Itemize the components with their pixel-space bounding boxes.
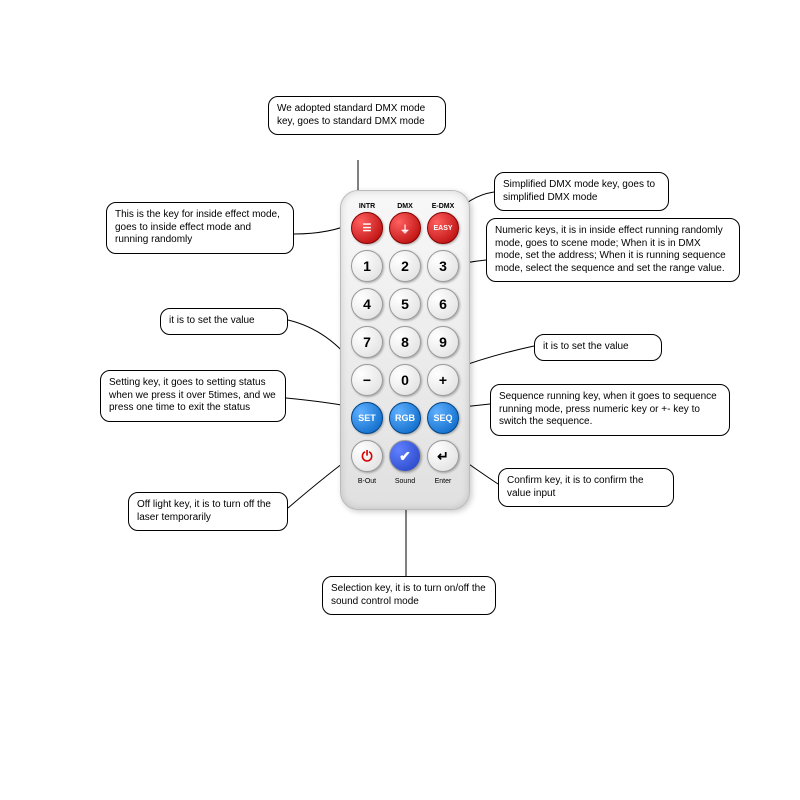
callout-numeric-text: Numeric keys, it is in inside effect run…: [495, 225, 726, 274]
callout-confirm-text: Confirm key, it is to confirm the value …: [507, 475, 644, 499]
label-bout: B-Out: [351, 478, 383, 485]
num-2-button[interactable]: 2: [389, 250, 421, 282]
mode-row: ☰ ⏚ EASY: [351, 212, 459, 244]
callout-seq: Sequence running key, when it goes to se…: [490, 384, 730, 436]
callout-set: Setting key, it goes to setting status w…: [100, 370, 286, 422]
intr-button[interactable]: ☰: [351, 212, 383, 244]
callout-plus: it is to set the value: [534, 334, 662, 361]
plus-button[interactable]: +: [427, 364, 459, 396]
bottom-row: ⏻ ✔ ↵: [351, 440, 459, 472]
bottom-labels-row: B-Out Sound Enter: [351, 478, 459, 485]
plusminus-row: − 0 +: [351, 364, 459, 396]
callout-dmx-text: We adopted standard DMX mode key, goes t…: [277, 103, 425, 127]
callout-numeric: Numeric keys, it is in inside effect run…: [486, 218, 740, 282]
callout-plus-text: it is to set the value: [543, 341, 629, 352]
num-row-2: 4 5 6: [351, 288, 459, 320]
label-sound: Sound: [389, 478, 421, 485]
callout-minus: it is to set the value: [160, 308, 288, 335]
set-button[interactable]: SET: [351, 402, 383, 434]
sound-button[interactable]: ✔: [389, 440, 421, 472]
num-8-button[interactable]: 8: [389, 326, 421, 358]
callout-bout: Off light key, it is to turn off the las…: [128, 492, 288, 531]
callout-edmx-text: Simplified DMX mode key, goes to simplif…: [503, 179, 655, 203]
label-dmx: DMX: [389, 203, 421, 210]
label-intr: INTR: [351, 203, 383, 210]
top-labels-row: INTR DMX E-DMX: [351, 203, 459, 210]
edmx-button[interactable]: EASY: [427, 212, 459, 244]
callout-bout-text: Off light key, it is to turn off the las…: [137, 499, 271, 523]
num-3-button[interactable]: 3: [427, 250, 459, 282]
remote-control: INTR DMX E-DMX ☰ ⏚ EASY 1 2 3 4 5 6 7 8 …: [340, 190, 470, 510]
num-5-button[interactable]: 5: [389, 288, 421, 320]
num-7-button[interactable]: 7: [351, 326, 383, 358]
callout-edmx: Simplified DMX mode key, goes to simplif…: [494, 172, 669, 211]
rgb-button[interactable]: RGB: [389, 402, 421, 434]
num-0-button[interactable]: 0: [389, 364, 421, 396]
callout-sound-text: Selection key, it is to turn on/off the …: [331, 583, 486, 607]
label-enter: Enter: [427, 478, 459, 485]
callout-minus-text: it is to set the value: [169, 315, 255, 326]
enter-button[interactable]: ↵: [427, 440, 459, 472]
num-1-button[interactable]: 1: [351, 250, 383, 282]
dmx-button[interactable]: ⏚: [389, 212, 421, 244]
label-edmx: E-DMX: [427, 203, 459, 210]
minus-button[interactable]: −: [351, 364, 383, 396]
seq-button[interactable]: SEQ: [427, 402, 459, 434]
callout-set-text: Setting key, it goes to setting status w…: [109, 377, 276, 413]
num-9-button[interactable]: 9: [427, 326, 459, 358]
callout-intr: This is the key for inside effect mode, …: [106, 202, 294, 254]
num-row-3: 7 8 9: [351, 326, 459, 358]
num-row-1: 1 2 3: [351, 250, 459, 282]
callout-seq-text: Sequence running key, when it goes to se…: [499, 391, 717, 427]
callout-confirm: Confirm key, it is to confirm the value …: [498, 468, 674, 507]
num-4-button[interactable]: 4: [351, 288, 383, 320]
callout-intr-text: This is the key for inside effect mode, …: [115, 209, 280, 245]
callout-dmx: We adopted standard DMX mode key, goes t…: [268, 96, 446, 135]
power-button[interactable]: ⏻: [351, 440, 383, 472]
function-row: SET RGB SEQ: [351, 402, 459, 434]
num-6-button[interactable]: 6: [427, 288, 459, 320]
callout-sound: Selection key, it is to turn on/off the …: [322, 576, 496, 615]
